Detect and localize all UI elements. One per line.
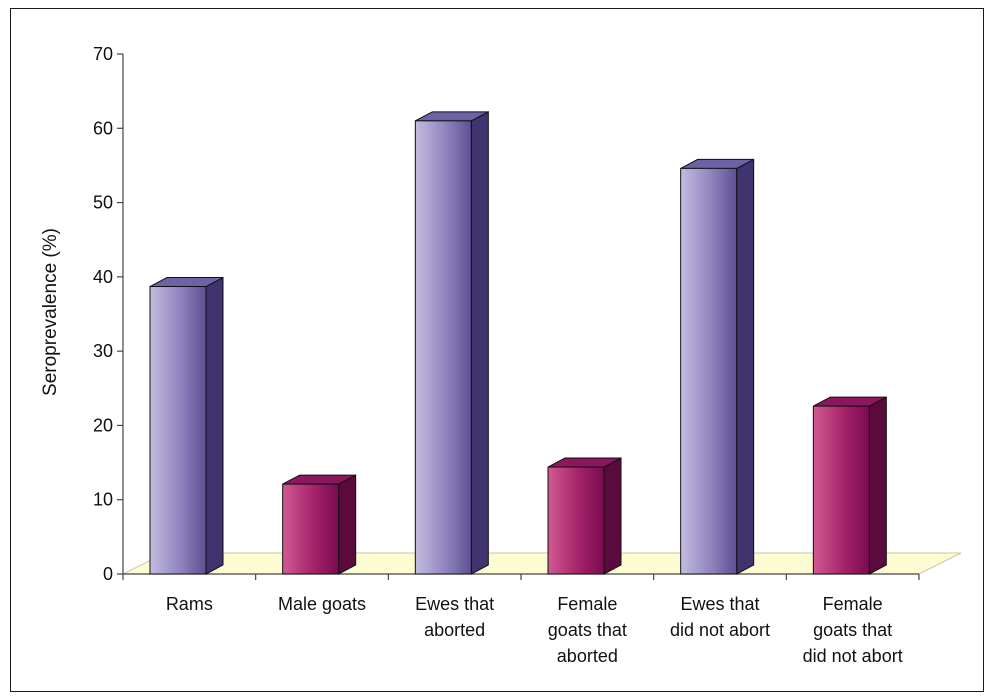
bars-group [149,111,887,575]
x-axis: Rams Male goats Ewes that aborted Female goat… [122,573,920,666]
bar-front [149,286,207,575]
x-tick-label: Rams [166,594,213,614]
bar [414,111,489,575]
y-tick-label: 50 [93,193,113,213]
bar-front [282,483,340,575]
bar-side [338,474,357,575]
bar [680,158,755,575]
bar-side [470,111,489,575]
bar [282,474,357,575]
x-tick-label: Ewes that did not abort [670,594,770,640]
bar-front [812,405,870,575]
y-axis: 0 10 20 30 40 50 60 70 [93,44,124,584]
bar-side [868,396,887,575]
y-tick-label: 30 [93,341,113,361]
y-axis-label: Seroprevalence (%) [40,228,61,396]
bar-side [736,158,755,575]
y-tick-label: 0 [103,564,113,584]
bar-front [547,466,605,575]
bar [812,396,887,575]
bar [149,276,224,575]
y-tick-label: 40 [93,267,113,287]
x-tick-label: Ewes that aborted [415,594,494,640]
y-tick-label: 60 [93,118,113,138]
y-tick-label: 70 [93,44,113,64]
bar [547,457,622,575]
x-tick-label: Female goats that did not abort [803,594,903,666]
bar-side [603,457,622,575]
bar-front [414,120,472,575]
y-tick-label: 20 [93,415,113,435]
x-tick-label: Male goats [278,594,366,614]
x-tick-label: Female goats that aborted [548,594,627,666]
y-tick-label: 10 [93,490,113,510]
bar-side [205,276,224,575]
bar-front [680,167,738,575]
